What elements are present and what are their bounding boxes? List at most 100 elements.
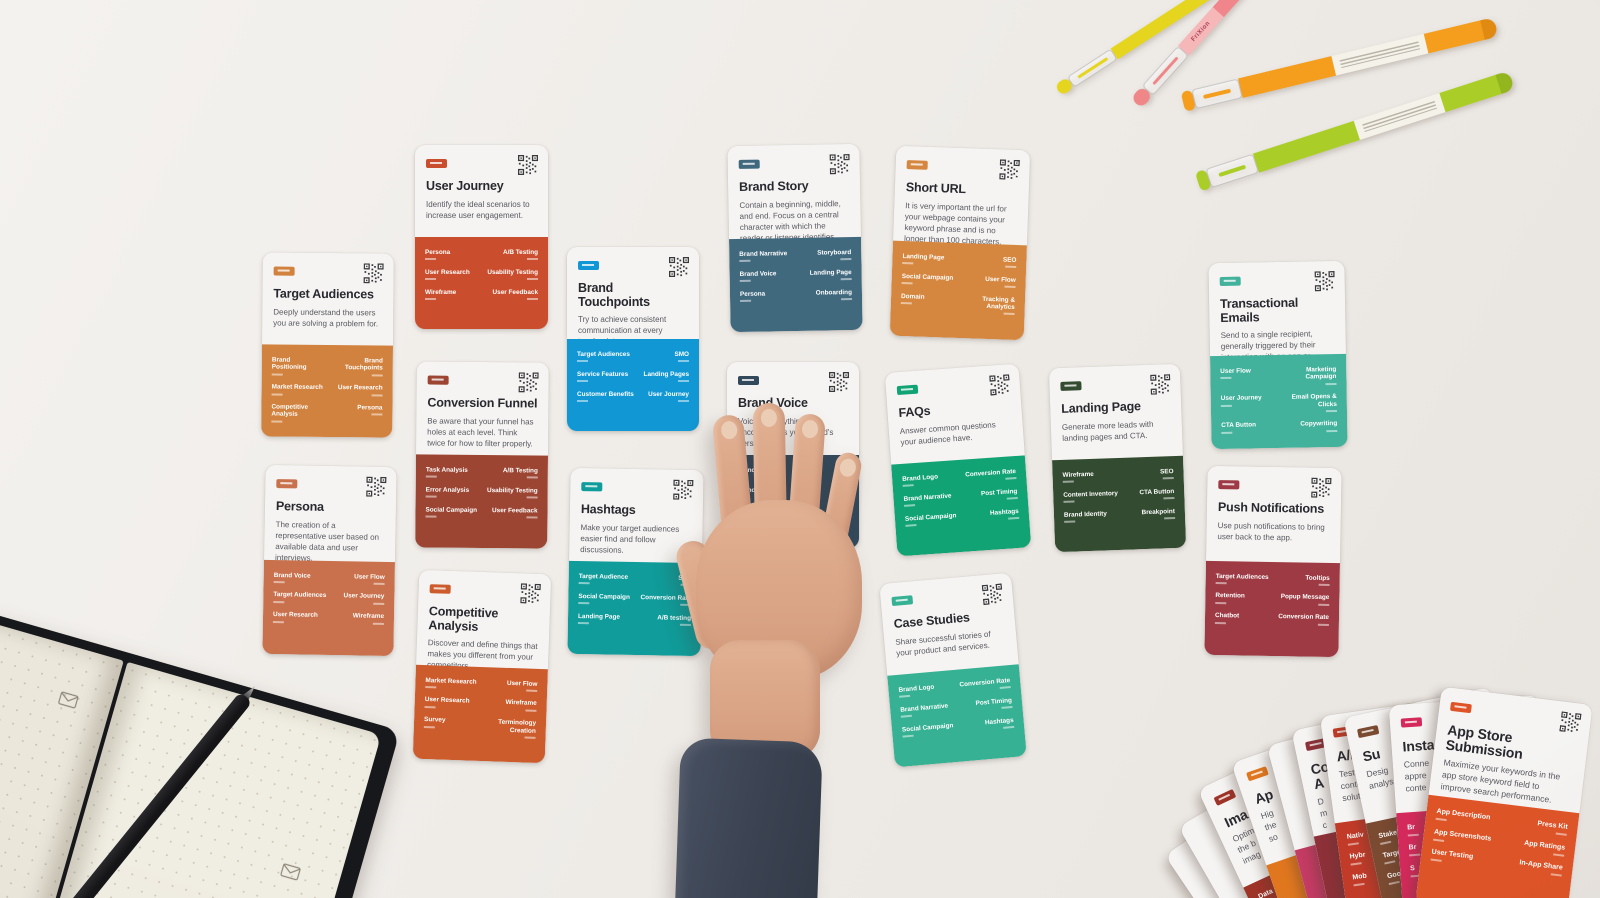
card-code-badge — [426, 159, 447, 168]
related-topic: Landing Page — [810, 269, 852, 281]
card-faqs[interactable]: FAQs Answer common questions your audien… — [884, 363, 1032, 557]
related-topic: User Flow — [354, 573, 385, 585]
related-topic: Error Analysis — [425, 486, 469, 498]
card-brand-voice[interactable]: Brand Voice Voice is everything that enc… — [727, 362, 859, 548]
card-related-list: User Flow Marketing Campaign User Journey E… — [1210, 353, 1348, 450]
related-topic: Competitive Analysis — [271, 404, 329, 423]
related-topic-row: Chatbot Conversion Rate — [1214, 612, 1329, 626]
card-title: Competitive Analysis — [428, 604, 499, 634]
topic-code — [1435, 817, 1447, 822]
topic-code — [840, 258, 852, 261]
card-code-badge — [581, 482, 603, 492]
related-topic: User Journey — [343, 593, 384, 605]
card-target-audiences[interactable]: Target Audiences Deeply understand the u… — [261, 252, 394, 438]
related-topic: Brand Voice — [740, 270, 777, 283]
related-topic: In-App Share — [1518, 859, 1563, 877]
related-topic: Data — [1257, 887, 1274, 898]
related-topic: Brand Identity — [1064, 510, 1107, 523]
card-competitive-analysis[interactable]: Competitive Analysis Discover and define… — [412, 569, 552, 764]
qr-code-icon — [673, 479, 694, 500]
related-topic: Social Campaign — [901, 273, 953, 286]
topic-code — [678, 380, 689, 383]
related-topic: Persona — [740, 290, 765, 303]
card-push-notifications[interactable]: Push Notifications Use push notification… — [1204, 465, 1342, 658]
topic-code — [1430, 858, 1442, 862]
related-topic: Terminology Creation — [478, 718, 536, 739]
related-topic-row: Target Audiences Tooltips — [1215, 573, 1330, 586]
card-case-studies[interactable]: Case Studies Share successful stories of… — [879, 572, 1027, 768]
related-topic: Landing Page — [902, 253, 944, 266]
topic-code — [1006, 497, 1018, 500]
topic-code — [527, 258, 538, 261]
card-title: User Journey — [426, 179, 504, 193]
related-topic-row: User Research Usability Testing — [425, 269, 538, 281]
card-landing-page[interactable]: Landing Page Generate more leads with la… — [1048, 363, 1187, 553]
card-brand-story[interactable]: Brand Story Contain a beginning, middle,… — [727, 143, 863, 333]
related-topic-row: Task Analysis A/B Testing — [425, 467, 538, 479]
card-code-badge — [578, 261, 599, 270]
topic-code — [271, 393, 283, 396]
card-hashtags[interactable]: Hashtags Make your target audiences easi… — [567, 467, 704, 657]
card-transactional-emails[interactable]: Transactional Emails Send to a single re… — [1208, 260, 1348, 450]
related-topic-row: Landing Page SEO — [902, 253, 1017, 269]
card-code-badge — [276, 479, 298, 489]
related-topic: Post Timing — [981, 488, 1018, 502]
qr-code-icon — [1150, 374, 1171, 395]
card-top-section: Landing Page Generate more leads with la… — [1049, 364, 1183, 461]
topic-code — [1220, 377, 1232, 380]
card-description: Generate more leads with landing pages a… — [1061, 419, 1154, 443]
qr-code-icon — [520, 583, 541, 604]
related-topic-row: User Research Wireframe — [424, 696, 537, 712]
topic-code — [1553, 852, 1565, 857]
topic-code — [524, 736, 536, 739]
qr-code-icon — [829, 372, 849, 392]
qr-code-icon — [669, 257, 689, 277]
card-description: Use push notifications to bring user bac… — [1217, 520, 1325, 542]
related-topic-row: Persona A/B Testing — [425, 249, 538, 261]
card-fan-app-store-submission[interactable]: App Store Submission Maximize your keywo… — [1415, 686, 1593, 898]
topic-code — [1008, 516, 1020, 520]
card-short-url[interactable]: Short URL It is very important the url f… — [889, 145, 1031, 341]
topic-code — [1350, 862, 1362, 866]
topic-code — [371, 393, 383, 397]
card-persona[interactable]: Persona The creation of a representative… — [262, 464, 397, 657]
topic-code — [1384, 860, 1396, 865]
topic-code — [423, 725, 435, 728]
related-topic-row: Target Audiences User Journey — [273, 591, 384, 605]
topic-code — [525, 709, 537, 712]
topic-code — [1001, 706, 1013, 710]
card-top-section: Push Notifications Use push notification… — [1206, 466, 1342, 563]
card-top-section: Competitive Analysis Discover and define… — [416, 570, 551, 671]
topic-code — [425, 685, 437, 689]
card-brand-touchpoints[interactable]: Brand Touchpoints Try to achieve consist… — [567, 247, 699, 431]
card-conversion-funnel[interactable]: Conversion Funnel Be aware that your fun… — [415, 361, 549, 549]
card-top-section: Target Audiences Deeply understand the u… — [262, 252, 394, 345]
card-title: Brand Story — [738, 178, 809, 194]
related-topic-row: Content Inventory CTA Button — [1063, 488, 1175, 504]
topic-code — [900, 714, 912, 718]
card-code-badge — [429, 584, 451, 594]
topic-code — [1215, 581, 1227, 585]
card-code-badge — [1060, 381, 1082, 391]
card-user-journey[interactable]: User Journey Identify the ideal scenario… — [415, 145, 548, 329]
qr-code-icon — [518, 372, 539, 393]
topic-code — [900, 302, 912, 305]
related-topic: Target Audiences — [577, 351, 630, 363]
related-topic-row: User Flow Marketing Campaign — [1220, 366, 1337, 387]
qr-code-icon — [1311, 477, 1332, 498]
card-code-badge — [896, 384, 919, 396]
card-code-badge — [891, 595, 914, 607]
related-topic-row: Brand Positioning Brand Touchpoints — [271, 357, 383, 377]
yellow-gel-pen — [1054, 0, 1230, 96]
related-topic: Task Analysis — [425, 467, 468, 479]
related-topic: Target Audiences — [273, 591, 326, 603]
qr-code-icon — [518, 155, 538, 175]
qr-code-icon — [829, 154, 850, 175]
card-related-list: App Description Press Kit App Screenshots A… — [1415, 794, 1580, 898]
topic-code — [371, 413, 383, 416]
topic-code — [271, 373, 283, 376]
topic-code — [1317, 623, 1329, 626]
card-description: Share successful stories of your product… — [894, 629, 991, 658]
related-topic: User Journey — [1221, 395, 1262, 414]
topic-code — [526, 476, 538, 479]
